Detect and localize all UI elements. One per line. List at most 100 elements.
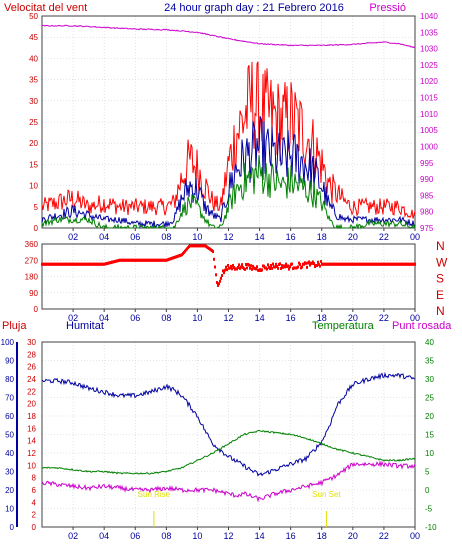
- wind-x-tick-label: 08: [161, 232, 171, 242]
- climate-grid: [41, 341, 416, 528]
- climate-x-tick-label: 12: [223, 531, 233, 541]
- climate-x-tick-label: 08: [161, 531, 171, 541]
- direction-point: [284, 265, 286, 269]
- direction-point: [223, 271, 225, 275]
- pressure-y-tick-label: 985: [420, 191, 434, 200]
- wind-x-tick-label: 20: [348, 232, 358, 242]
- pressure-series: [41, 24, 416, 49]
- direction-point: [231, 267, 233, 271]
- humidity-y-tick-label: 90: [5, 357, 14, 366]
- direction-y-tick-label: 360: [25, 240, 39, 249]
- compass-label-s: S: [436, 272, 444, 286]
- wind-y-tick-label: 0: [34, 224, 39, 233]
- temperature-y-tick-label: 5: [425, 468, 430, 477]
- climate-x-tick-label: 14: [255, 531, 265, 541]
- pressure-y-tick-label: 1030: [420, 45, 438, 54]
- compass-label-n: N: [436, 304, 445, 318]
- wind-x-tick-label: 00: [410, 232, 420, 242]
- direction-x-tick-label: 12: [223, 313, 233, 323]
- direction-point: [227, 263, 229, 267]
- direction-point: [287, 264, 289, 268]
- compass-label-n: N: [436, 239, 445, 253]
- temperature-y-tick-label: 0: [425, 486, 430, 495]
- dewpoint-series: [41, 460, 416, 503]
- temperature-y-tick-label: 20: [425, 412, 434, 421]
- climate-x-tick-label: 04: [99, 531, 109, 541]
- rain-y-tick-label: 2: [32, 511, 37, 520]
- direction-point: [261, 268, 263, 272]
- direction-point: [267, 263, 269, 267]
- climate-x-tick-label: 20: [348, 531, 358, 541]
- direction-point: [309, 263, 311, 267]
- climate-x-tick-label: 16: [286, 531, 296, 541]
- direction-y-tick-label: 270: [25, 256, 39, 265]
- wind-speed-label: Velocitat del vent: [4, 2, 87, 14]
- direction-point: [306, 265, 308, 269]
- rain-y-tick-label: 22: [27, 387, 36, 396]
- rain-y-tick-label: 16: [27, 424, 36, 433]
- climate-x-tick-label: 06: [130, 531, 140, 541]
- direction-point: [319, 264, 321, 268]
- direction-point: [289, 265, 291, 269]
- pressure-label: Pressió: [369, 2, 406, 14]
- direction-point: [222, 269, 224, 273]
- wind-y-tick-label: 20: [29, 139, 38, 148]
- sunrise-label: Sun Rise: [138, 490, 171, 499]
- direction-point: [301, 265, 303, 269]
- direction-point: [269, 267, 271, 271]
- direction-point: [317, 260, 319, 264]
- rain-y-tick-label: 30: [27, 338, 36, 347]
- rain-y-tick-label: 8: [32, 474, 37, 483]
- direction-point: [312, 260, 314, 264]
- direction-point: [266, 267, 268, 271]
- direction-point: [220, 276, 222, 280]
- humidity-y-tick-label: 70: [5, 394, 14, 403]
- direction-point: [215, 273, 217, 277]
- compass-label-e: E: [436, 288, 444, 302]
- direction-point: [221, 274, 223, 278]
- direction-point: [320, 260, 322, 264]
- climate-x-tick-label: 22: [379, 531, 389, 541]
- humidity-y-tick-label: 50: [5, 431, 14, 440]
- direction-point: [250, 264, 252, 268]
- climate-x-tick-label: 02: [68, 531, 78, 541]
- direction-x-tick-label: 20: [348, 313, 358, 323]
- wind-x-tick-label: 12: [223, 232, 233, 242]
- temperature-y-tick-label: 10: [425, 449, 434, 458]
- wind-x-tick-label: 06: [130, 232, 140, 242]
- rain-y-tick-label: 0: [32, 523, 37, 532]
- pressure-y-tick-label: 980: [420, 208, 434, 217]
- wind-x-tick-label: 10: [192, 232, 202, 242]
- wind-x-tick-label: 22: [379, 232, 389, 242]
- pressure-y-tick-label: 1035: [420, 28, 438, 37]
- direction-point: [237, 266, 239, 270]
- direction-point: [214, 265, 216, 269]
- temperature-y-tick-label: 40: [425, 338, 434, 347]
- direction-point: [224, 268, 226, 272]
- wind-x-tick-label: 04: [99, 232, 109, 242]
- humidity-y-tick-label: 0: [10, 523, 15, 532]
- direction-x-tick-label: 16: [286, 313, 296, 323]
- wind-y-tick-label: 25: [29, 118, 38, 127]
- wind-min-series: [41, 154, 416, 230]
- direction-x-tick-label: 22: [379, 313, 389, 323]
- temperature-label: Temperatura: [312, 320, 375, 332]
- pressure-y-tick-label: 995: [420, 159, 434, 168]
- direction-point: [414, 262, 416, 266]
- direction-y-tick-label: 180: [25, 273, 39, 282]
- temperature-y-tick-label: 25: [425, 394, 434, 403]
- direction-point: [272, 262, 274, 266]
- direction-point: [226, 268, 228, 272]
- temperature-y-tick-label: -5: [425, 505, 433, 514]
- humidity-series: [41, 371, 416, 477]
- direction-point: [277, 266, 279, 270]
- climate-x-tick-label: 10: [192, 531, 202, 541]
- direction-point: [280, 266, 282, 270]
- rain-y-tick-label: 24: [27, 375, 36, 384]
- direction-point: [274, 265, 276, 269]
- rain-y-tick-label: 14: [27, 437, 36, 446]
- humidity-label: Humitat: [66, 320, 104, 332]
- direction-point: [252, 264, 254, 268]
- direction-point: [251, 267, 253, 271]
